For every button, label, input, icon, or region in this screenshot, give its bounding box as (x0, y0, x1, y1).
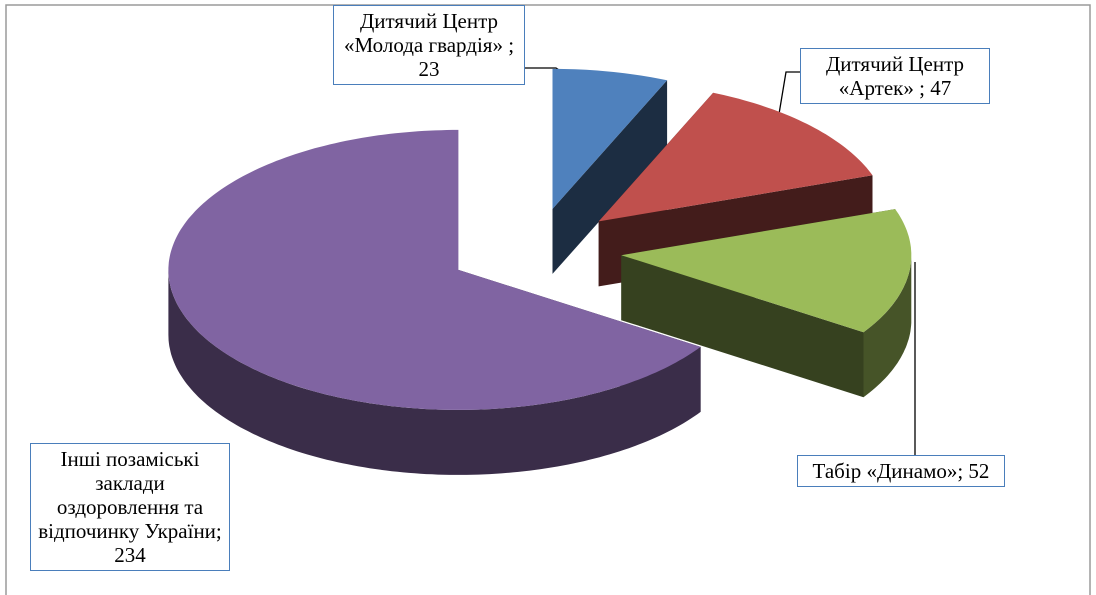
slice-wall (552, 80, 668, 274)
pie-slice (598, 92, 873, 222)
slice (621, 209, 912, 398)
data-label: Інші позаміські заклади оздоровлення та … (30, 443, 230, 571)
slice-side (168, 269, 701, 475)
slice-wall (621, 255, 864, 398)
slice (168, 129, 701, 475)
slice-side (863, 255, 912, 398)
pie-slice (552, 68, 668, 209)
slice (552, 68, 668, 274)
pie-slice (168, 129, 701, 410)
frame (5, 4, 1091, 595)
data-label: Табір «Динамо»; 52 (797, 455, 1005, 487)
data-label: Дитячий Центр «Артек» ; 47 (800, 48, 990, 104)
data-label: Дитячий Центр «Молода гвардія» ; 23 (333, 5, 525, 85)
pie-slice (621, 209, 912, 333)
